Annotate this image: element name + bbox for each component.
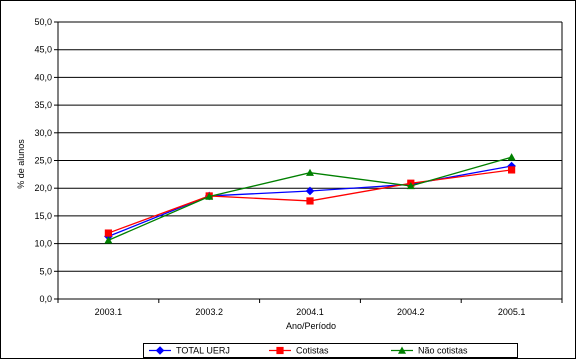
data-point <box>306 168 314 176</box>
axes <box>54 21 563 303</box>
x-tick-labels: 2003.1 2003.2 2004.1 2004.2 2005.1 <box>95 307 526 317</box>
legend-label: Não cotistas <box>418 346 468 356</box>
y-tick-label: 20,0 <box>34 183 52 193</box>
legend-marker <box>398 346 406 354</box>
y-tick-label: 35,0 <box>34 100 52 110</box>
y-tick-label: 50,0 <box>34 17 52 27</box>
y-axis-title: % de alunos <box>16 139 26 189</box>
y-tick-label: 30,0 <box>34 128 52 138</box>
y-tick-label: 5,0 <box>39 266 52 276</box>
x-tick-label: 2003.2 <box>195 307 223 317</box>
legend-marker <box>276 346 284 355</box>
y-tick-label: 45,0 <box>34 45 52 55</box>
data-point <box>104 236 113 244</box>
y-tick-labels: 0,0 5,0 10,0 15,0 20,0 25,0 30,0 35,0 40,0 45,0 50… <box>34 17 52 304</box>
x-tick-label: 2004.2 <box>397 307 425 317</box>
y-tick-label: 10,0 <box>34 239 52 249</box>
data-point <box>508 166 516 174</box>
x-tick-label: 2003.1 <box>95 307 123 317</box>
legend-item: Cotistas <box>269 346 329 356</box>
x-axis-title: Ano/Período <box>286 321 336 331</box>
legend-label: Cotistas <box>296 346 329 356</box>
data-point <box>306 197 314 205</box>
series-lines <box>104 153 516 244</box>
y-tick-label: 0,0 <box>39 294 52 304</box>
data-point <box>205 192 214 200</box>
legend-marker <box>155 346 165 355</box>
y-tick-label: 15,0 <box>34 211 52 221</box>
legend-label: TOTAL UERJ <box>176 346 230 356</box>
series-n-o-cotistas <box>104 153 516 244</box>
legend-item: TOTAL UERJ <box>149 346 230 356</box>
data-point <box>406 181 415 190</box>
x-tick-label: 2004.1 <box>296 307 324 317</box>
y-tick-label: 25,0 <box>34 156 52 166</box>
data-point <box>305 186 315 196</box>
legend-box <box>143 343 518 358</box>
x-tick-label: 2005.1 <box>498 307 526 317</box>
data-point <box>507 153 516 161</box>
legend-item: Não cotistas <box>391 346 468 356</box>
gridlines <box>58 21 562 272</box>
y-tick-label: 40,0 <box>34 72 52 82</box>
legend: TOTAL UERJ Cotistas Não cotistas <box>143 343 518 358</box>
data-point <box>104 229 112 237</box>
